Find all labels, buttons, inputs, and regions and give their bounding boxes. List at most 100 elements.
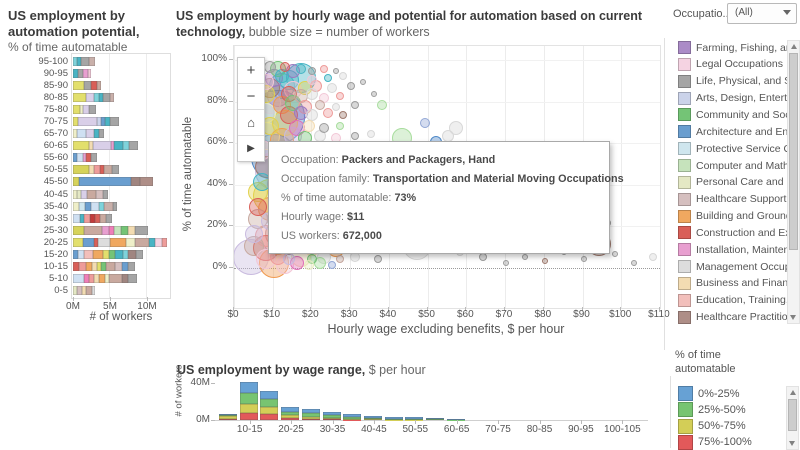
wage-bar[interactable] xyxy=(343,414,362,420)
bar-segment[interactable] xyxy=(121,262,129,272)
bar-segment[interactable] xyxy=(322,415,341,419)
bar-segment[interactable] xyxy=(73,274,85,284)
bar-segment[interactable] xyxy=(343,419,362,420)
bar-segment[interactable] xyxy=(92,262,98,272)
bar-segment[interactable] xyxy=(96,117,102,127)
bar-segment[interactable] xyxy=(73,201,79,211)
bar-segment[interactable] xyxy=(99,213,107,223)
bar-segment[interactable] xyxy=(86,153,92,163)
zoom-in-icon[interactable]: + xyxy=(238,58,264,84)
bar-segment[interactable] xyxy=(126,237,136,247)
bar-segment[interactable] xyxy=(95,189,103,199)
home-icon[interactable]: ⌂ xyxy=(238,110,264,136)
legend-item[interactable]: Community and Soci... xyxy=(678,108,800,122)
pan-arrow-icon[interactable]: ▶ xyxy=(247,143,255,154)
legend-item[interactable]: 50%-75% xyxy=(678,418,746,434)
bar-segment[interactable] xyxy=(78,117,97,127)
bar-segment[interactable] xyxy=(363,416,382,419)
occupation-bubble[interactable] xyxy=(419,118,430,129)
bar-segment[interactable] xyxy=(73,286,77,296)
bar-segment[interactable] xyxy=(281,415,300,419)
bar-segment[interactable] xyxy=(121,274,129,284)
occupation-bubble[interactable] xyxy=(308,67,317,76)
occupation-bubble[interactable] xyxy=(283,252,296,265)
bar-segment[interactable] xyxy=(93,274,99,284)
legend-item[interactable]: Building and Ground... xyxy=(678,209,800,223)
bar-segment[interactable] xyxy=(322,411,341,416)
stacked-bar[interactable] xyxy=(73,213,113,223)
occupation-bubble[interactable] xyxy=(331,102,340,111)
bar-segment[interactable] xyxy=(73,104,80,114)
occupation-bubble[interactable] xyxy=(630,259,637,266)
bar-segment[interactable] xyxy=(135,250,144,260)
stacked-bar[interactable] xyxy=(73,56,96,66)
occupation-bubble[interactable] xyxy=(263,61,276,74)
bar-segment[interactable] xyxy=(85,129,95,139)
legend-item[interactable]: Management Occup... xyxy=(678,260,799,274)
bar-segment[interactable] xyxy=(115,262,122,272)
occupation-bubble[interactable] xyxy=(303,259,314,270)
bar-segment[interactable] xyxy=(104,274,110,284)
occupation-bubble[interactable] xyxy=(335,121,344,130)
occupation-bubble[interactable] xyxy=(347,82,356,90)
legend-scrollbar[interactable] xyxy=(787,40,800,324)
bar-segment[interactable] xyxy=(405,419,424,420)
bar-segment[interactable] xyxy=(89,104,96,114)
wage-bar[interactable] xyxy=(301,408,320,420)
bar-segment[interactable] xyxy=(73,225,85,235)
bar-segment[interactable] xyxy=(89,274,94,284)
scrollbar-thumb[interactable] xyxy=(788,399,797,431)
bar-segment[interactable] xyxy=(219,414,237,415)
bar-segment[interactable] xyxy=(73,129,77,139)
occupation-bubble[interactable] xyxy=(580,255,587,262)
bar-segment[interactable] xyxy=(78,250,85,260)
bar-segment[interactable] xyxy=(73,237,84,247)
legend-item[interactable]: Personal Care and ... xyxy=(678,175,795,189)
legend-item[interactable]: Life, Physical, and S... xyxy=(678,74,800,88)
bar-segment[interactable] xyxy=(98,129,105,139)
occupation-bubble[interactable] xyxy=(541,257,548,264)
bar-segment[interactable] xyxy=(123,141,130,151)
bar-segment[interactable] xyxy=(92,286,96,296)
bar-segment[interactable] xyxy=(128,274,137,284)
bar-segment[interactable] xyxy=(129,141,139,151)
occupation-bubble[interactable] xyxy=(322,108,333,118)
occupation-bubble[interactable] xyxy=(359,78,366,85)
bar-segment[interactable] xyxy=(85,92,95,102)
occupation-bubble[interactable] xyxy=(335,254,344,263)
wage-bar[interactable] xyxy=(281,407,300,420)
occupation-bubble[interactable] xyxy=(319,122,330,133)
scroll-up-arrow-icon[interactable] xyxy=(789,390,796,395)
bar-segment[interactable] xyxy=(73,262,79,272)
bar-segment[interactable] xyxy=(363,418,382,420)
legend-item[interactable]: Legal Occupations xyxy=(678,57,783,71)
bar-segment[interactable] xyxy=(78,201,85,211)
bar-segment[interactable] xyxy=(301,413,320,417)
stacked-bar[interactable] xyxy=(73,177,153,187)
scrollbar-thumb[interactable] xyxy=(789,53,798,250)
bar-segment[interactable] xyxy=(239,412,258,420)
occupation-bubble[interactable] xyxy=(295,64,306,75)
bar-segment[interactable] xyxy=(426,419,444,420)
bar-segment[interactable] xyxy=(81,286,87,296)
occupation-bubble[interactable] xyxy=(522,253,529,260)
bar-segment[interactable] xyxy=(102,250,110,260)
bar-segment[interactable] xyxy=(92,141,111,151)
occupation-bubble[interactable] xyxy=(611,251,618,258)
stacked-bar[interactable] xyxy=(73,286,96,296)
bar-segment[interactable] xyxy=(81,56,90,66)
occupation-bubble[interactable] xyxy=(280,62,291,73)
bar-segment[interactable] xyxy=(105,262,116,272)
legend-item[interactable]: Architecture and En... xyxy=(678,125,797,139)
bar-segment[interactable] xyxy=(82,104,90,114)
bar-segment[interactable] xyxy=(104,165,113,175)
bar-segment[interactable] xyxy=(73,117,79,127)
stacked-bar[interactable] xyxy=(73,165,119,175)
occupation-bubble[interactable] xyxy=(374,254,383,263)
scroll-up-arrow-icon[interactable] xyxy=(790,44,797,49)
stacked-bar[interactable] xyxy=(73,92,115,102)
bar-segment[interactable] xyxy=(109,274,122,284)
occupation-bubble[interactable] xyxy=(249,197,268,216)
bar-segment[interactable] xyxy=(98,92,103,102)
bar-segment[interactable] xyxy=(76,56,82,66)
